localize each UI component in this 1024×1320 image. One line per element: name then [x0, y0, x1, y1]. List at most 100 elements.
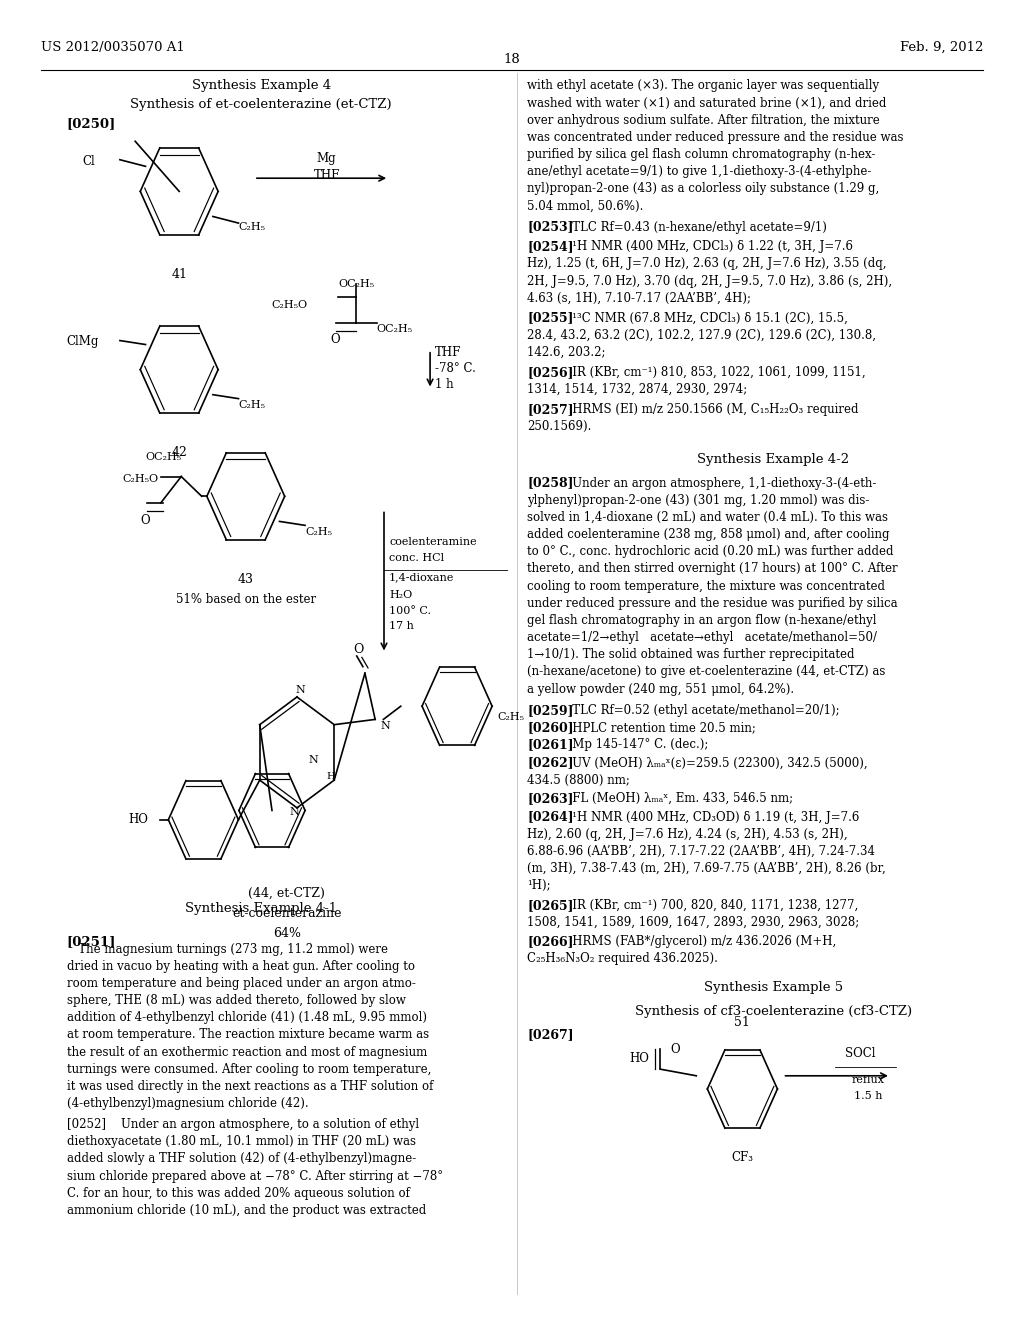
Text: OC₂H₅: OC₂H₅: [377, 323, 413, 334]
Text: cooling to room temperature, the mixture was concentrated: cooling to room temperature, the mixture…: [527, 579, 886, 593]
Text: acetate=1/2→ethyl   acetate→ethyl   acetate/methanol=50/: acetate=1/2→ethyl acetate→ethyl acetate/…: [527, 631, 878, 644]
Text: gel flash chromatography in an argon flow (n-hexane/ethyl: gel flash chromatography in an argon flo…: [527, 614, 877, 627]
Text: C₂H₅O: C₂H₅O: [123, 474, 159, 484]
Text: -78° C.: -78° C.: [435, 362, 476, 375]
Text: (n-hexane/acetone) to give et-coelenterazine (44, et-CTZ) as: (n-hexane/acetone) to give et-coelentera…: [527, 665, 886, 678]
Text: 64%: 64%: [272, 927, 301, 940]
Text: C₂H₅O: C₂H₅O: [271, 300, 307, 310]
Text: N: N: [289, 807, 299, 817]
Text: O: O: [353, 643, 364, 656]
Text: the result of an exothermic reaction and most of magnesium: the result of an exothermic reaction and…: [67, 1045, 427, 1059]
Text: 51% based on the ester: 51% based on the ester: [176, 593, 315, 606]
Text: [0264]: [0264]: [527, 810, 574, 824]
Text: H₂O: H₂O: [389, 590, 413, 599]
Text: IR (KBr, cm⁻¹) 810, 853, 1022, 1061, 1099, 1151,: IR (KBr, cm⁻¹) 810, 853, 1022, 1061, 109…: [561, 366, 865, 379]
Text: 5.04 mmol, 50.6%).: 5.04 mmol, 50.6%).: [527, 199, 644, 213]
Text: UV (MeOH) λₘₐˣ(ε)=259.5 (22300), 342.5 (5000),: UV (MeOH) λₘₐˣ(ε)=259.5 (22300), 342.5 (…: [561, 756, 867, 770]
Text: [0262]: [0262]: [527, 756, 574, 770]
Text: THF: THF: [435, 346, 462, 359]
Text: [0252]    Under an argon atmosphere, to a solution of ethyl: [0252] Under an argon atmosphere, to a s…: [67, 1118, 419, 1131]
Text: N: N: [309, 755, 318, 766]
Text: solved in 1,4-dioxane (2 mL) and water (0.4 mL). To this was: solved in 1,4-dioxane (2 mL) and water (…: [527, 511, 889, 524]
Text: HO: HO: [128, 813, 147, 826]
Text: over anhydrous sodium sulfate. After filtration, the mixture: over anhydrous sodium sulfate. After fil…: [527, 114, 880, 127]
Text: [0261]: [0261]: [527, 738, 574, 751]
Text: 41: 41: [171, 268, 187, 281]
Text: [0258]: [0258]: [527, 477, 573, 490]
Text: [0267]: [0267]: [527, 1028, 574, 1041]
Text: ammonium chloride (10 mL), and the product was extracted: ammonium chloride (10 mL), and the produ…: [67, 1204, 426, 1217]
Text: (44, et-CTZ): (44, et-CTZ): [248, 887, 326, 900]
Text: N: N: [381, 721, 390, 731]
Text: purified by silica gel flash column chromatography (n-hex-: purified by silica gel flash column chro…: [527, 148, 876, 161]
Text: at room temperature. The reaction mixture became warm as: at room temperature. The reaction mixtur…: [67, 1028, 429, 1041]
Text: TLC Rf=0.52 (ethyl acetate/methanol=20/1);: TLC Rf=0.52 (ethyl acetate/methanol=20/1…: [561, 704, 840, 717]
Text: Synthesis Example 4-1: Synthesis Example 4-1: [185, 902, 337, 915]
Text: sphere, THE (8 mL) was added thereto, followed by slow: sphere, THE (8 mL) was added thereto, fo…: [67, 994, 406, 1007]
Text: addition of 4-ethylbenzyl chloride (41) (1.48 mL, 9.95 mmol): addition of 4-ethylbenzyl chloride (41) …: [67, 1011, 427, 1024]
Text: [0263]: [0263]: [527, 792, 573, 805]
Text: Mp 145-147° C. (dec.);: Mp 145-147° C. (dec.);: [561, 738, 709, 751]
Text: added coelenteramine (238 mg, 858 μmol) and, after cooling: added coelenteramine (238 mg, 858 μmol) …: [527, 528, 890, 541]
Text: sium chloride prepared above at −78° C. After stirring at −78°: sium chloride prepared above at −78° C. …: [67, 1170, 442, 1183]
Text: was concentrated under reduced pressure and the residue was: was concentrated under reduced pressure …: [527, 131, 904, 144]
Text: Mg: Mg: [316, 152, 337, 165]
Text: [0265]: [0265]: [527, 899, 573, 912]
Text: 6.88-6.96 (AA’BB’, 2H), 7.17-7.22 (2AA’BB’, 4H), 7.24-7.34: 6.88-6.96 (AA’BB’, 2H), 7.17-7.22 (2AA’B…: [527, 845, 876, 858]
Text: FL (MeOH) λₘₐˣ, Em. 433, 546.5 nm;: FL (MeOH) λₘₐˣ, Em. 433, 546.5 nm;: [561, 792, 794, 805]
Text: Hz), 2.60 (q, 2H, J=7.6 Hz), 4.24 (s, 2H), 4.53 (s, 2H),: Hz), 2.60 (q, 2H, J=7.6 Hz), 4.24 (s, 2H…: [527, 828, 848, 841]
Text: coelenteramine: coelenteramine: [389, 537, 477, 546]
Text: OC₂H₅: OC₂H₅: [145, 451, 181, 462]
Text: added slowly a THF solution (42) of (4-ethylbenzyl)magne-: added slowly a THF solution (42) of (4-e…: [67, 1152, 416, 1166]
Text: O: O: [330, 333, 340, 346]
Text: 1 h: 1 h: [435, 378, 454, 391]
Text: 42: 42: [171, 446, 187, 459]
Text: [0250]: [0250]: [67, 117, 116, 131]
Text: Under an argon atmosphere, 1,1-diethoxy-3-(4-eth-: Under an argon atmosphere, 1,1-diethoxy-…: [561, 477, 877, 490]
Text: ¹H NMR (400 MHz, CD₃OD) δ 1.19 (t, 3H, J=7.6: ¹H NMR (400 MHz, CD₃OD) δ 1.19 (t, 3H, J…: [561, 810, 859, 824]
Text: [0257]: [0257]: [527, 403, 574, 416]
Text: 250.1569).: 250.1569).: [527, 420, 592, 433]
Text: Synthesis of cf3-coelenterazine (cf3-CTZ): Synthesis of cf3-coelenterazine (cf3-CTZ…: [635, 1005, 911, 1018]
Text: CF₃: CF₃: [731, 1151, 754, 1164]
Text: THF: THF: [313, 169, 340, 182]
Text: [0255]: [0255]: [527, 312, 573, 325]
Text: [0253]: [0253]: [527, 220, 573, 234]
Text: Synthesis Example 4-2: Synthesis Example 4-2: [697, 453, 849, 466]
Text: 1508, 1541, 1589, 1609, 1647, 2893, 2930, 2963, 3028;: 1508, 1541, 1589, 1609, 1647, 2893, 2930…: [527, 916, 859, 929]
Text: HO: HO: [630, 1052, 649, 1065]
Text: under reduced pressure and the residue was purified by silica: under reduced pressure and the residue w…: [527, 597, 898, 610]
Text: 2H, J=9.5, 7.0 Hz), 3.70 (dq, 2H, J=9.5, 7.0 Hz), 3.86 (s, 2H),: 2H, J=9.5, 7.0 Hz), 3.70 (dq, 2H, J=9.5,…: [527, 275, 893, 288]
Text: 100° C.: 100° C.: [389, 606, 431, 615]
Text: [0256]: [0256]: [527, 366, 573, 379]
Text: turnings were consumed. After cooling to room temperature,: turnings were consumed. After cooling to…: [67, 1063, 431, 1076]
Text: 1.5 h: 1.5 h: [854, 1090, 883, 1101]
Text: 1→10/1). The solid obtained was further reprecipitated: 1→10/1). The solid obtained was further …: [527, 648, 855, 661]
Text: C₂₅H₃₆N₃O₂ required 436.2025).: C₂₅H₃₆N₃O₂ required 436.2025).: [527, 952, 718, 965]
Text: ¹³C NMR (67.8 MHz, CDCl₃) δ 15.1 (2C), 15.5,: ¹³C NMR (67.8 MHz, CDCl₃) δ 15.1 (2C), 1…: [561, 312, 848, 325]
Text: Hz), 1.25 (t, 6H, J=7.0 Hz), 2.63 (q, 2H, J=7.6 Hz), 3.55 (dq,: Hz), 1.25 (t, 6H, J=7.0 Hz), 2.63 (q, 2H…: [527, 257, 887, 271]
Text: 1314, 1514, 1732, 2874, 2930, 2974;: 1314, 1514, 1732, 2874, 2930, 2974;: [527, 383, 748, 396]
Text: thereto, and then stirred overnight (17 hours) at 100° C. After: thereto, and then stirred overnight (17 …: [527, 562, 898, 576]
Text: ¹H);: ¹H);: [527, 879, 551, 892]
Text: Feb. 9, 2012: Feb. 9, 2012: [900, 41, 983, 54]
Text: C. for an hour, to this was added 20% aqueous solution of: C. for an hour, to this was added 20% aq…: [67, 1187, 410, 1200]
Text: 18: 18: [504, 53, 520, 66]
Text: 1,4-dioxane: 1,4-dioxane: [389, 573, 455, 582]
Text: 4.63 (s, 1H), 7.10-7.17 (2AA’BB’, 4H);: 4.63 (s, 1H), 7.10-7.17 (2AA’BB’, 4H);: [527, 292, 752, 305]
Text: reflux: reflux: [852, 1074, 885, 1085]
Text: ¹H NMR (400 MHz, CDCl₃) δ 1.22 (t, 3H, J=7.6: ¹H NMR (400 MHz, CDCl₃) δ 1.22 (t, 3H, J…: [561, 240, 853, 253]
Text: [0251]: [0251]: [67, 935, 116, 948]
Text: (4-ethylbenzyl)magnesium chloride (42).: (4-ethylbenzyl)magnesium chloride (42).: [67, 1097, 308, 1110]
Text: IR (KBr, cm⁻¹) 700, 820, 840, 1171, 1238, 1277,: IR (KBr, cm⁻¹) 700, 820, 840, 1171, 1238…: [561, 899, 858, 912]
Text: ClMg: ClMg: [67, 335, 99, 348]
Text: C₂H₅: C₂H₅: [239, 222, 265, 232]
Text: Synthesis Example 4: Synthesis Example 4: [191, 79, 331, 92]
Text: 142.6, 203.2;: 142.6, 203.2;: [527, 346, 606, 359]
Text: dried in vacuo by heating with a heat gun. After cooling to: dried in vacuo by heating with a heat gu…: [67, 960, 415, 973]
Text: washed with water (×1) and saturated brine (×1), and dried: washed with water (×1) and saturated bri…: [527, 96, 887, 110]
Text: C₂H₅: C₂H₅: [498, 711, 524, 722]
Text: C₂H₅: C₂H₅: [239, 400, 265, 411]
Text: Cl: Cl: [82, 154, 95, 168]
Text: OC₂H₅: OC₂H₅: [338, 279, 374, 289]
